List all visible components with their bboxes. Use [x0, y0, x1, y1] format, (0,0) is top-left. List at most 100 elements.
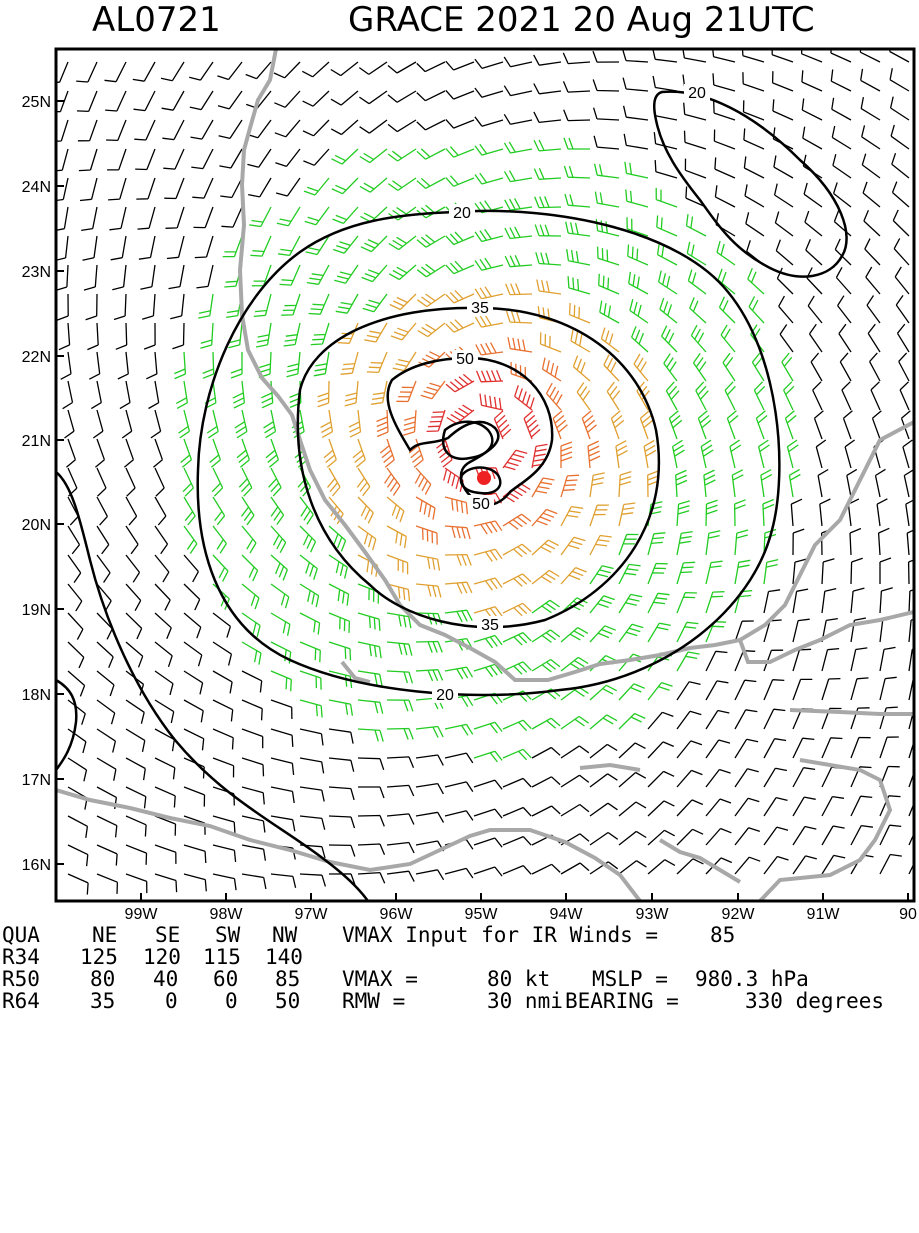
- wind-barb: [248, 177, 272, 198]
- border-belize: [789, 708, 914, 716]
- wind-barb: [821, 677, 841, 701]
- wind-barb: [676, 591, 697, 614]
- wind-barb: [83, 264, 98, 291]
- wind-barb: [247, 148, 272, 168]
- wind-barb: [832, 182, 852, 208]
- wind-barb: [830, 69, 852, 92]
- r50-sw: 60: [213, 967, 239, 991]
- storm-id-title: AL0721: [92, 0, 221, 40]
- wind-barb: [560, 566, 587, 585]
- vmax-input-label: VMAX Input for IR Winds =: [342, 923, 659, 947]
- wind-barb: [299, 583, 320, 608]
- wind-barb: [905, 499, 914, 527]
- wind-barb: [357, 496, 374, 524]
- wind-barb: [533, 168, 562, 180]
- wind-barb: [593, 163, 620, 179]
- wind-barb: [792, 618, 810, 643]
- wind-barb: [357, 670, 383, 686]
- wind-barb: [596, 246, 620, 266]
- wind-barb: [896, 323, 910, 353]
- lon-label: 94W: [550, 906, 584, 923]
- wind-barb: [279, 264, 301, 286]
- wind-barb: [598, 273, 620, 295]
- wind-barb: [565, 221, 591, 237]
- wind-barb: [386, 525, 407, 549]
- wind-barb: [874, 468, 886, 498]
- wind-barb: [533, 83, 562, 95]
- wind-barb: [270, 815, 296, 832]
- wind-barb: [676, 828, 704, 846]
- wind-barb: [386, 670, 414, 684]
- wind-barb: [610, 410, 625, 440]
- wind-barb: [150, 409, 162, 439]
- wind-barb: [60, 351, 72, 380]
- wind-barb: [212, 757, 235, 778]
- contour-label-35-bottom: 35: [477, 616, 503, 634]
- wind-barb: [821, 587, 837, 614]
- wind-barb: [241, 699, 263, 721]
- wind-barb: [763, 589, 781, 614]
- wind-barb: [170, 293, 185, 320]
- wind-barb: [121, 409, 133, 439]
- wind-barb: [755, 410, 768, 440]
- wind-barb: [676, 710, 702, 730]
- wind-barb: [684, 158, 707, 179]
- lat-label: 23N: [22, 264, 51, 281]
- wind-barb: [81, 206, 98, 232]
- wind-barb: [241, 786, 265, 805]
- wind-barb: [274, 119, 301, 138]
- wind-barb: [357, 843, 386, 856]
- wind-barb: [705, 709, 730, 730]
- wind-barb: [183, 699, 204, 723]
- wind-barb: [734, 738, 759, 759]
- wind-barb: [560, 474, 580, 498]
- wind-barb: [819, 498, 831, 527]
- wind-barb: [763, 558, 779, 585]
- wind-barb: [299, 757, 325, 774]
- wind-barb: [436, 438, 453, 468]
- wind-barb: [713, 101, 736, 121]
- wind-barb: [209, 438, 222, 468]
- lat-label: 25N: [22, 94, 51, 111]
- vmax-input-value: 85: [710, 923, 736, 947]
- wind-barb: [869, 352, 881, 382]
- wind-barb: [163, 148, 185, 170]
- wind-barb: [889, 68, 910, 92]
- wind-barb: [357, 814, 385, 827]
- wind-barb: [416, 61, 446, 73]
- wind-barb: [534, 196, 562, 209]
- lat-label: 21N: [22, 433, 51, 450]
- lon-label: 99W: [125, 906, 159, 923]
- lon-label: 95W: [465, 906, 499, 923]
- wind-barb: [781, 352, 794, 382]
- lat-label: 19N: [22, 602, 51, 619]
- wind-barb: [676, 621, 699, 643]
- wind-barb: [270, 786, 295, 804]
- wind-barb: [218, 119, 243, 140]
- wind-barb: [821, 795, 845, 817]
- wind-barb: [792, 558, 807, 585]
- wind-barb: [503, 170, 533, 183]
- wind-barb: [193, 206, 214, 229]
- wind-barb: [96, 873, 119, 894]
- wind-barb: [589, 595, 616, 614]
- wind-barb: [238, 467, 253, 497]
- wind-barb: [112, 264, 127, 291]
- wind-barb: [831, 125, 852, 150]
- r34-nw: 140: [265, 945, 303, 969]
- wind-barb: [96, 844, 118, 866]
- wind-barb: [647, 829, 676, 846]
- wind-barb: [850, 824, 873, 846]
- wind-barb: [647, 622, 671, 643]
- wind-barb: [154, 670, 174, 696]
- wind-barb: [473, 606, 503, 620]
- wind-barb: [535, 252, 562, 266]
- wind-barb: [600, 327, 620, 353]
- wind-barb: [716, 240, 736, 266]
- wind-barb: [56, 61, 69, 83]
- wind-barb: [618, 742, 646, 759]
- wind-barb: [742, 100, 765, 121]
- wind-barb: [154, 757, 176, 780]
- wind-barb: [473, 779, 503, 790]
- wind-barb: [416, 90, 446, 102]
